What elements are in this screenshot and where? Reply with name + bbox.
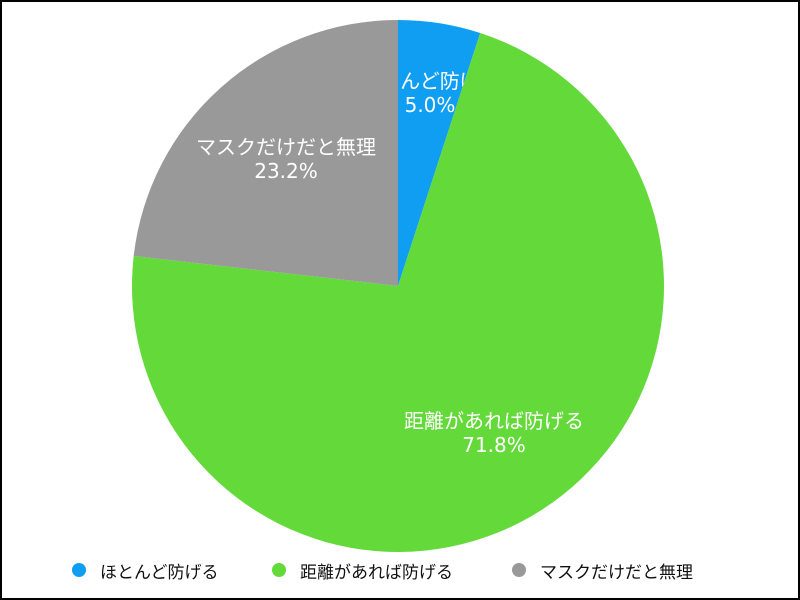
- pie-slice-2[interactable]: [133, 20, 398, 286]
- legend-item-2[interactable]: マスクだけだと無理: [512, 555, 693, 585]
- slice-value-1: 71.8%: [462, 433, 526, 457]
- legend-marker-1: [272, 563, 286, 577]
- slice-value-0: 5.0%: [405, 93, 456, 117]
- legend-marker-2: [512, 563, 526, 577]
- legend-item-0[interactable]: ほとんど防げる: [72, 555, 219, 585]
- slice-label-1: 距離があれば防げる: [404, 409, 584, 433]
- legend-label-2: マスクだけだと無理: [540, 562, 693, 583]
- legend-label-1: 距離があれば防げる: [300, 562, 453, 583]
- pie-slice-0[interactable]: [398, 20, 481, 286]
- slice-label-2: マスクだけだと無理: [196, 135, 376, 159]
- legend-label-0: ほとんど防げる: [100, 562, 219, 583]
- legend-item-1[interactable]: 距離があれば防げる: [272, 555, 453, 585]
- legend: ほとんど防げる 距離があれば防げる マスクだけだと無理: [2, 555, 800, 585]
- legend-marker-0: [72, 563, 86, 577]
- pie-slice-1[interactable]: [132, 33, 665, 552]
- slice-value-2: 23.2%: [254, 159, 318, 183]
